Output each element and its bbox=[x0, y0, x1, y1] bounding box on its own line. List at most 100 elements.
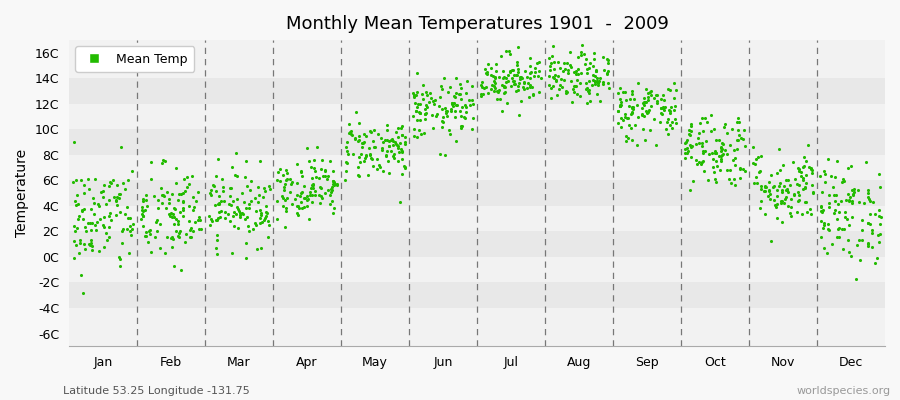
Point bbox=[589, 68, 603, 74]
Point bbox=[726, 176, 741, 182]
Point bbox=[623, 95, 637, 102]
Point bbox=[663, 108, 678, 114]
Point bbox=[343, 130, 357, 137]
Bar bbox=[69, 180, 885, 206]
Point bbox=[680, 138, 694, 145]
Point bbox=[501, 48, 516, 54]
Point bbox=[567, 69, 581, 75]
Point bbox=[655, 103, 670, 110]
Point bbox=[775, 186, 789, 193]
Point bbox=[738, 143, 752, 150]
Point bbox=[420, 92, 435, 98]
Point bbox=[481, 90, 495, 96]
Point bbox=[795, 211, 809, 218]
Point bbox=[85, 247, 99, 254]
Point bbox=[136, 213, 150, 220]
Point bbox=[389, 129, 403, 135]
Point bbox=[185, 228, 200, 235]
Point bbox=[206, 183, 220, 189]
Point bbox=[684, 128, 698, 134]
Point bbox=[458, 102, 473, 108]
Point bbox=[770, 215, 784, 222]
Point bbox=[314, 193, 328, 200]
Point bbox=[356, 131, 371, 138]
Point bbox=[625, 91, 639, 98]
Point bbox=[505, 75, 519, 82]
Point bbox=[850, 242, 864, 248]
Point bbox=[339, 147, 354, 154]
Point bbox=[622, 103, 636, 110]
Bar bbox=[69, 155, 885, 180]
Point bbox=[826, 184, 841, 190]
Point bbox=[434, 83, 448, 89]
Point bbox=[587, 56, 601, 62]
Point bbox=[860, 190, 875, 196]
Point bbox=[315, 194, 329, 201]
Point bbox=[872, 206, 886, 213]
Point bbox=[669, 120, 683, 126]
Point bbox=[254, 245, 268, 251]
Point bbox=[290, 180, 304, 186]
Point bbox=[326, 168, 340, 174]
Point bbox=[847, 189, 861, 196]
Point bbox=[861, 220, 876, 226]
Text: worldspecies.org: worldspecies.org bbox=[796, 386, 891, 396]
Point bbox=[71, 216, 86, 222]
Point bbox=[522, 84, 536, 90]
Point bbox=[510, 66, 525, 72]
Point bbox=[380, 122, 394, 128]
Point bbox=[307, 192, 321, 198]
Point bbox=[763, 238, 778, 244]
Point bbox=[835, 246, 850, 252]
Point bbox=[253, 157, 267, 164]
Point bbox=[814, 204, 829, 211]
Point bbox=[783, 182, 797, 188]
Point bbox=[68, 198, 82, 204]
Point bbox=[653, 105, 668, 111]
Point bbox=[631, 113, 645, 120]
Point bbox=[150, 205, 165, 211]
Point bbox=[326, 180, 340, 187]
Point bbox=[728, 154, 742, 161]
Point bbox=[621, 135, 635, 142]
Point bbox=[177, 188, 192, 194]
Point bbox=[593, 98, 608, 104]
Point bbox=[318, 167, 332, 173]
Point bbox=[716, 151, 731, 158]
Point bbox=[67, 223, 81, 229]
Point bbox=[168, 180, 183, 186]
Point bbox=[561, 66, 575, 73]
Point bbox=[562, 62, 577, 68]
Point bbox=[382, 143, 397, 149]
Point bbox=[657, 107, 671, 113]
Point bbox=[570, 82, 584, 89]
Point bbox=[590, 90, 604, 97]
Point bbox=[384, 137, 399, 144]
Point bbox=[641, 90, 655, 97]
Point bbox=[232, 214, 247, 220]
Point bbox=[444, 106, 458, 112]
Point bbox=[92, 203, 106, 209]
Point bbox=[380, 137, 394, 144]
Point bbox=[780, 189, 795, 195]
Point bbox=[552, 86, 566, 92]
Bar bbox=[69, 232, 885, 257]
Point bbox=[293, 168, 308, 174]
Point bbox=[634, 111, 649, 118]
Point bbox=[222, 193, 237, 199]
Point bbox=[486, 88, 500, 94]
Point bbox=[510, 87, 525, 93]
Point bbox=[639, 86, 653, 92]
Point bbox=[590, 78, 605, 84]
Point bbox=[478, 66, 492, 73]
Point bbox=[814, 173, 828, 179]
Point bbox=[75, 207, 89, 213]
Point bbox=[767, 197, 781, 204]
Point bbox=[354, 151, 368, 158]
Point bbox=[120, 204, 134, 210]
Point bbox=[513, 74, 527, 81]
Point bbox=[90, 219, 104, 225]
Point bbox=[139, 192, 153, 199]
Point bbox=[155, 192, 169, 199]
Point bbox=[667, 107, 681, 114]
